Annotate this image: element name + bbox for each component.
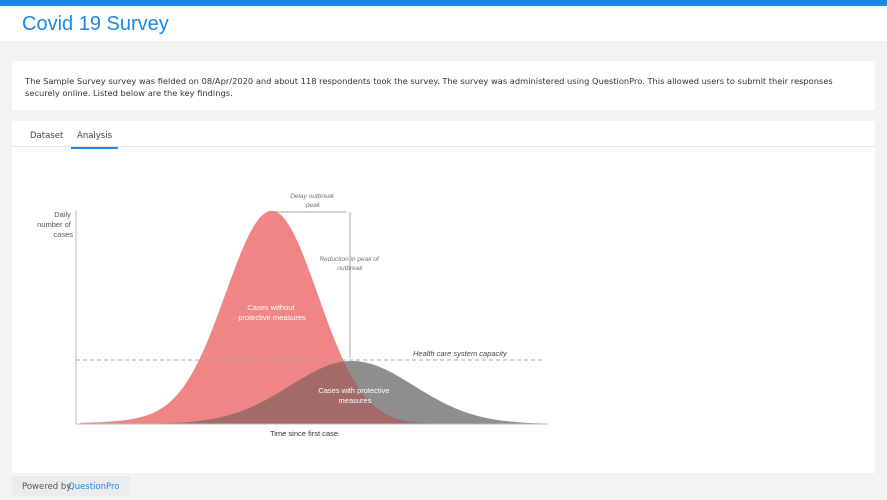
tab-bar: Dataset Analysis: [12, 121, 875, 149]
intro-text: The Sample Survey survey was fielded on …: [25, 76, 833, 98]
curve-without-measures: [80, 210, 545, 424]
curve-overlap: [80, 361, 545, 424]
questionpro-link[interactable]: QuestionPro: [68, 482, 120, 492]
top-accent-bar: [0, 0, 887, 6]
reduction-label: Reduction in peak of outbreak: [319, 256, 380, 272]
x-axis-label: Time since first case: [270, 429, 338, 438]
powered-by-text: Powered by: [22, 482, 72, 492]
footer: Powered by QuestionPro: [12, 476, 130, 496]
without-measures-label: Cases without protective measures: [238, 303, 306, 322]
tab-analysis[interactable]: Analysis: [71, 131, 119, 149]
header: Covid 19 Survey: [0, 6, 887, 41]
delay-label: Delay outbreak peak: [290, 193, 336, 209]
capacity-label: Health care system capacity: [413, 349, 508, 358]
page-title: Covid 19 Survey: [22, 13, 169, 35]
intro-card: The Sample Survey survey was fielded on …: [12, 61, 875, 110]
y-axis-label: Daily number of cases: [37, 210, 73, 239]
with-measures-label: Cases with protective measures: [318, 386, 391, 405]
tab-dataset[interactable]: Dataset: [30, 131, 64, 141]
